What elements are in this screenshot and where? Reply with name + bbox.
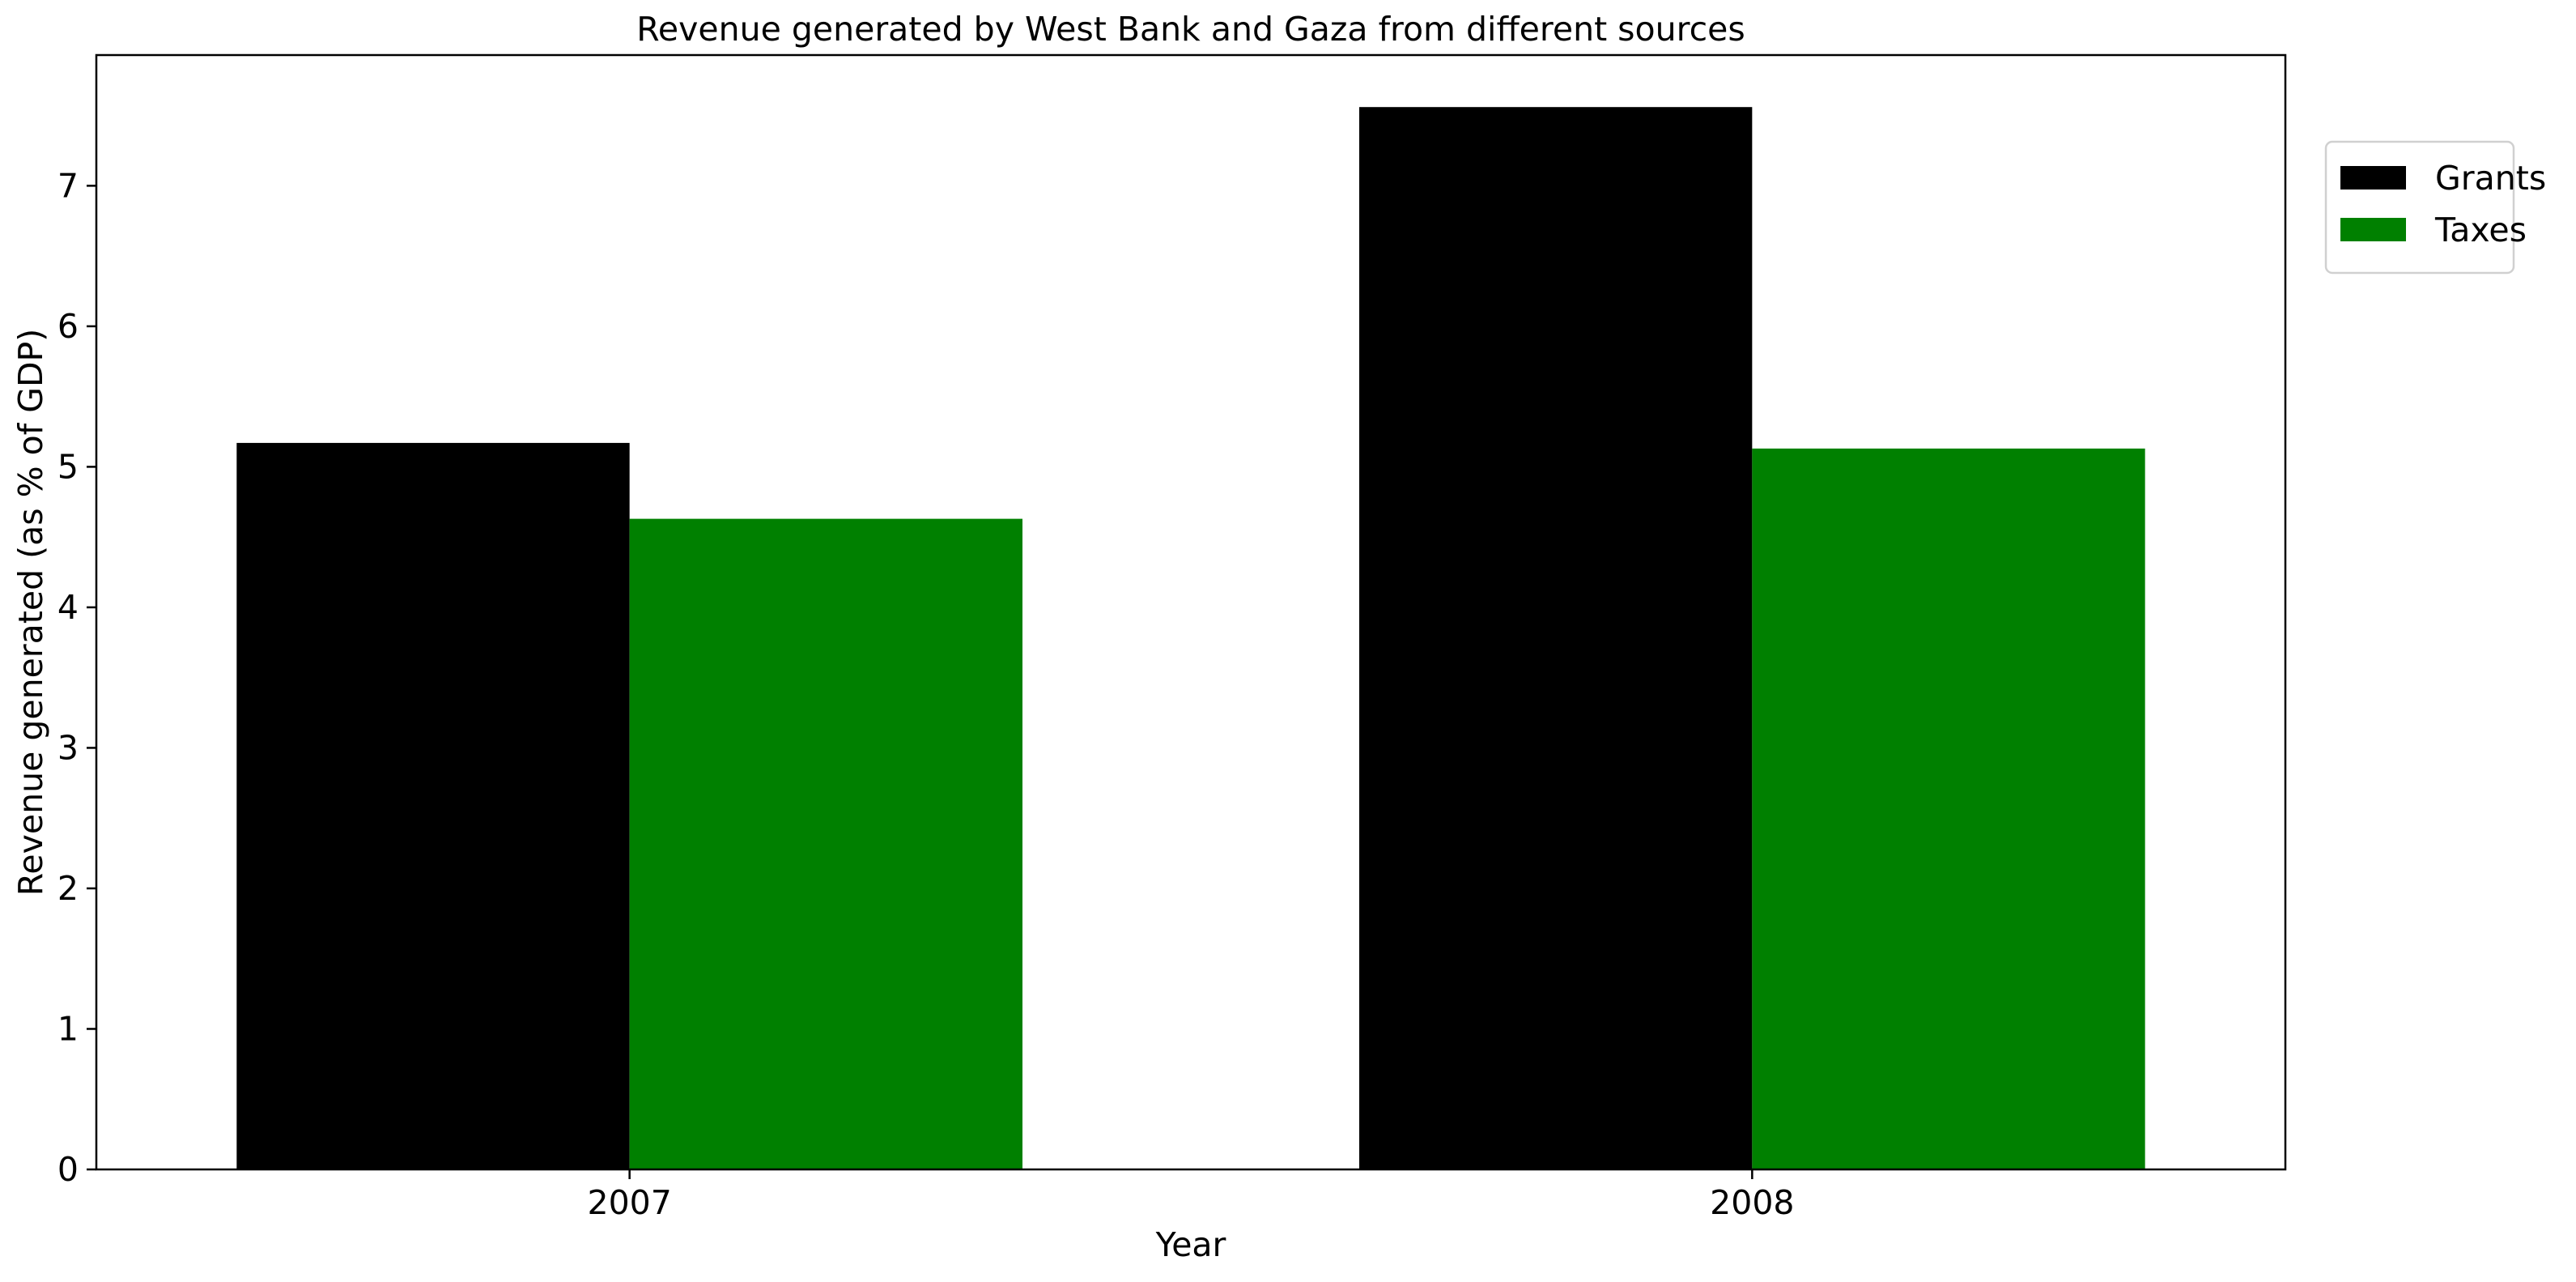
x-tick-label: 2008 [1710, 1183, 1794, 1222]
y-tick-label: 3 [57, 728, 79, 767]
y-tick-label: 1 [57, 1009, 79, 1048]
bars-group [236, 107, 2145, 1169]
x-axis: 2007 2008 [587, 1169, 1795, 1222]
legend-swatch-taxes [2340, 218, 2406, 241]
plot-frame [95, 53, 2287, 1171]
bar-grants-2007 [236, 442, 630, 1169]
y-axis-label: Revenue generated (as % of GDP) [11, 329, 50, 897]
y-tick-label: 2 [57, 869, 79, 908]
y-tick-label: 6 [57, 307, 79, 346]
chart-title: Revenue generated by West Bank and Gaza … [636, 10, 1745, 49]
x-tick-label: 2007 [587, 1183, 671, 1222]
y-tick-label: 7 [57, 166, 79, 205]
x-axis-label: Year [1155, 1225, 1226, 1264]
bar-taxes-2007 [629, 518, 1022, 1169]
legend-label-grants: Grants [2435, 159, 2546, 198]
y-axis: 0 1 2 3 4 5 6 7 [57, 166, 96, 1189]
y-tick-label: 0 [57, 1150, 79, 1189]
legend-label-taxes: Taxes [2434, 211, 2527, 249]
legend-swatch-grants [2340, 166, 2406, 190]
y-tick-label: 5 [57, 447, 79, 486]
legend: Grants Taxes [2324, 140, 2546, 275]
bar-grants-2008 [1359, 107, 1753, 1169]
bar-taxes-2008 [1752, 448, 2145, 1169]
y-tick-label: 4 [57, 588, 79, 627]
